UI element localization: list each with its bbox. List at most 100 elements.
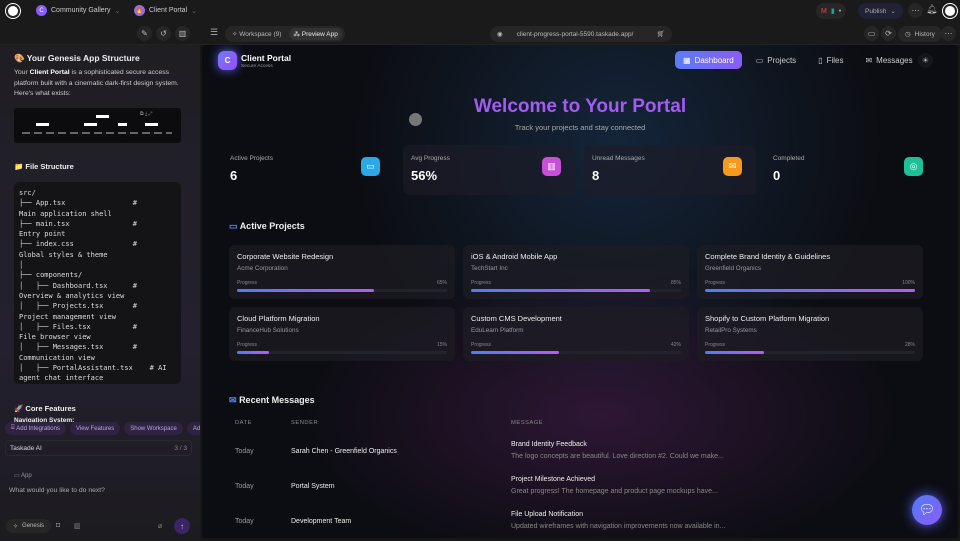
more-options-icon[interactable]: ⋯ bbox=[941, 26, 956, 41]
genesis-mode-button[interactable]: ✧ Genesis bbox=[6, 519, 52, 533]
brand-subtitle: Secure Access bbox=[241, 64, 273, 69]
stat-card: Avg Progress 56% ▥ bbox=[403, 145, 575, 195]
workspace-name: Community Gallery bbox=[51, 7, 111, 14]
progress-fill bbox=[705, 351, 764, 354]
sidebar-toggle-icon[interactable]: ▥ bbox=[175, 26, 190, 41]
progress-fill bbox=[471, 351, 560, 354]
code-line: File browser view bbox=[19, 333, 91, 342]
chat-intro: Your Client Portal is a sophisticated se… bbox=[14, 69, 179, 97]
project-name: Client Portal bbox=[149, 7, 188, 14]
nav-messages[interactable]: ✉ Messages bbox=[865, 55, 913, 65]
column-message: MESSAGE bbox=[511, 420, 544, 426]
view-tabs: ✧ Workspace (9) ⁂ Preview App bbox=[225, 26, 345, 42]
panel-icon[interactable]: ▥ bbox=[74, 523, 81, 530]
cart-icon[interactable]: 🛒︎ bbox=[656, 31, 665, 38]
project-title: Cloud Platform Migration bbox=[237, 314, 320, 323]
history-icon[interactable]: ↺ bbox=[156, 26, 171, 41]
code-line: │ ├── PortalAssistant.tsx # AI bbox=[19, 364, 167, 373]
context-app-tag[interactable]: ▭ App bbox=[14, 473, 32, 479]
projects-grid: Corporate Website Redesign Acme Corporati… bbox=[229, 245, 923, 361]
publish-button[interactable]: Publish ⌄ bbox=[858, 3, 903, 19]
workspace-avatar: C bbox=[36, 5, 47, 16]
url-bar[interactable]: ◉ client-progress-portal-5590.taskade.app… bbox=[490, 26, 672, 42]
breadcrumb-workspace[interactable]: C Community Gallery ⌄ bbox=[36, 5, 120, 16]
chart-icon: ▥ bbox=[542, 157, 561, 176]
url-text: client-progress-portal-5590.taskade.app/ bbox=[516, 30, 634, 38]
stat-card: Active Projects 6 ▭ bbox=[222, 145, 394, 195]
stat-value: 0 bbox=[773, 168, 781, 183]
project-card[interactable]: Shopify to Custom Platform Migration Reta… bbox=[697, 307, 923, 361]
brand-logo[interactable]: C bbox=[218, 51, 237, 70]
folder-icon: ▭ bbox=[229, 221, 238, 231]
message-sender: Sarah Chen - Greenfield Organics bbox=[291, 448, 397, 455]
desktop-view-icon[interactable]: ▭ bbox=[864, 26, 879, 41]
theme-toggle-sun-icon[interactable]: ☀ bbox=[918, 53, 933, 68]
diagram-preview[interactable]: ⧉ ⤓ ⤢ bbox=[14, 108, 181, 143]
project-title: Shopify to Custom Platform Migration bbox=[705, 314, 830, 323]
integrations-group[interactable]: M ▮ • bbox=[816, 3, 847, 19]
message-date: Today bbox=[235, 448, 254, 455]
nav-files[interactable]: ▯ Files bbox=[818, 55, 844, 65]
taskade-logo[interactable] bbox=[6, 4, 20, 18]
folder-icon: ▭ bbox=[361, 157, 380, 176]
menu-icon[interactable]: ☰ bbox=[210, 27, 219, 37]
more-menu-button[interactable]: ⋯ bbox=[908, 3, 923, 18]
project-card[interactable]: Custom CMS Development EduLearn Platform P… bbox=[463, 307, 689, 361]
code-line: │ ├── Projects.tsx # bbox=[19, 302, 142, 311]
brand-name: Client Portal bbox=[241, 53, 292, 63]
agent-icon[interactable]: ◘ bbox=[56, 522, 61, 529]
code-line: │ ├── Files.tsx # bbox=[19, 322, 142, 331]
more-dot-icon: • bbox=[838, 7, 842, 15]
stat-label: Completed bbox=[773, 155, 805, 162]
project-title: iOS & Android Mobile App bbox=[471, 252, 558, 261]
gmail-icon: M bbox=[821, 7, 827, 15]
refresh-icon[interactable]: ⟳ bbox=[881, 26, 896, 41]
progress-bar bbox=[471, 289, 681, 292]
attach-icon[interactable]: ⌀ bbox=[158, 523, 163, 530]
check-circle-icon: ◎ bbox=[904, 157, 923, 176]
suggestion-chips: ⌸ Add Integrations View Features Show Wo… bbox=[5, 422, 200, 435]
project-card[interactable]: iOS & Android Mobile App TechStart Inc Pro… bbox=[463, 245, 689, 299]
welcome-title: Welcome to Your Portal bbox=[473, 96, 687, 117]
message-subject: File Upload Notification bbox=[511, 511, 583, 518]
message-preview: Updated wireframes with navigation impro… bbox=[511, 523, 726, 530]
code-line: agent chat interface bbox=[19, 374, 104, 383]
project-card[interactable]: Corporate Website Redesign Acme Corporati… bbox=[229, 245, 455, 299]
nav-projects[interactable]: ▭ Projects bbox=[755, 55, 797, 65]
chip-add-integrations[interactable]: ⌸ Add Integrations bbox=[5, 422, 66, 435]
assistant-chat-button[interactable]: 💬︎ bbox=[912, 495, 942, 525]
user-avatar[interactable] bbox=[943, 4, 957, 18]
code-line: src/ bbox=[19, 189, 36, 197]
send-button[interactable]: ↑ bbox=[174, 518, 190, 534]
notification-bell-icon[interactable]: 🔔︎ bbox=[926, 4, 938, 14]
progress-label: Progress bbox=[471, 342, 492, 348]
recent-messages-heading: ✉ Recent Messages bbox=[229, 395, 315, 405]
chat-input[interactable]: What would you like to do next? bbox=[9, 487, 105, 494]
diagram-actions-icon[interactable]: ⧉ ⤓ ⤢ bbox=[140, 111, 153, 117]
code-line: Project management view bbox=[19, 312, 116, 321]
nav-dashboard[interactable]: ▦ Dashboard bbox=[675, 51, 742, 69]
chip-show-workspace[interactable]: Show Workspace bbox=[124, 422, 183, 435]
preview-app: C Client Portal Secure Access ▦ Dashboar… bbox=[202, 45, 958, 538]
stat-label: Unread Messages bbox=[592, 155, 645, 162]
active-projects-heading: ▭ Active Projects bbox=[229, 221, 305, 231]
project-card[interactable]: Cloud Platform Migration FinanceHub Solut… bbox=[229, 307, 455, 361]
tab-preview-app[interactable]: ⁂ Preview App bbox=[289, 28, 342, 40]
column-sender: SENDER bbox=[291, 420, 319, 426]
history-button[interactable]: ◷ History bbox=[898, 26, 942, 42]
stat-value: 56% bbox=[411, 168, 438, 183]
agent-selector[interactable]: Taskade AI 3 / 3 bbox=[5, 440, 192, 456]
breadcrumb-project[interactable]: 🔥 Client Portal ⌄ bbox=[134, 5, 197, 16]
message-preview: Great progress! The homepage and product… bbox=[511, 488, 718, 495]
code-line: Overview & analytics view bbox=[19, 291, 125, 300]
code-line: ├── components/ bbox=[19, 271, 83, 280]
message-subject: Brand Identity Feedback bbox=[511, 441, 587, 448]
chip-view-features[interactable]: View Features bbox=[69, 422, 121, 435]
message-sender: Portal System bbox=[291, 483, 335, 490]
edit-icon[interactable]: ✎ bbox=[137, 26, 152, 41]
progress-value: 65% bbox=[436, 280, 447, 286]
tab-workspace[interactable]: ✧ Workspace (9) bbox=[232, 31, 282, 38]
project-card[interactable]: Complete Brand Identity & Guidelines Gree… bbox=[697, 245, 923, 299]
stat-card: Completed 0 ◎ bbox=[765, 145, 937, 195]
chip-more[interactable]: Ad bbox=[186, 422, 200, 435]
